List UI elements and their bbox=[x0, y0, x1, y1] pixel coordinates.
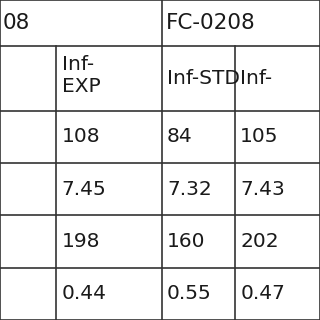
Text: Inf-STD: Inf-STD bbox=[167, 69, 240, 88]
Text: 7.32: 7.32 bbox=[167, 180, 212, 199]
Text: 0.47: 0.47 bbox=[240, 284, 285, 303]
Text: 198: 198 bbox=[62, 232, 100, 251]
Text: Inf-
EXP: Inf- EXP bbox=[62, 55, 100, 96]
Text: FC-0208: FC-0208 bbox=[166, 13, 256, 33]
Text: 7.43: 7.43 bbox=[240, 180, 285, 199]
Text: 08: 08 bbox=[3, 13, 30, 33]
Text: 7.45: 7.45 bbox=[62, 180, 107, 199]
Text: Inf-: Inf- bbox=[240, 69, 272, 88]
Text: 108: 108 bbox=[62, 127, 100, 146]
Text: 84: 84 bbox=[167, 127, 193, 146]
Text: 0.55: 0.55 bbox=[167, 284, 212, 303]
Text: 105: 105 bbox=[240, 127, 279, 146]
Text: 0.44: 0.44 bbox=[62, 284, 107, 303]
Text: 160: 160 bbox=[167, 232, 205, 251]
Text: 202: 202 bbox=[240, 232, 279, 251]
